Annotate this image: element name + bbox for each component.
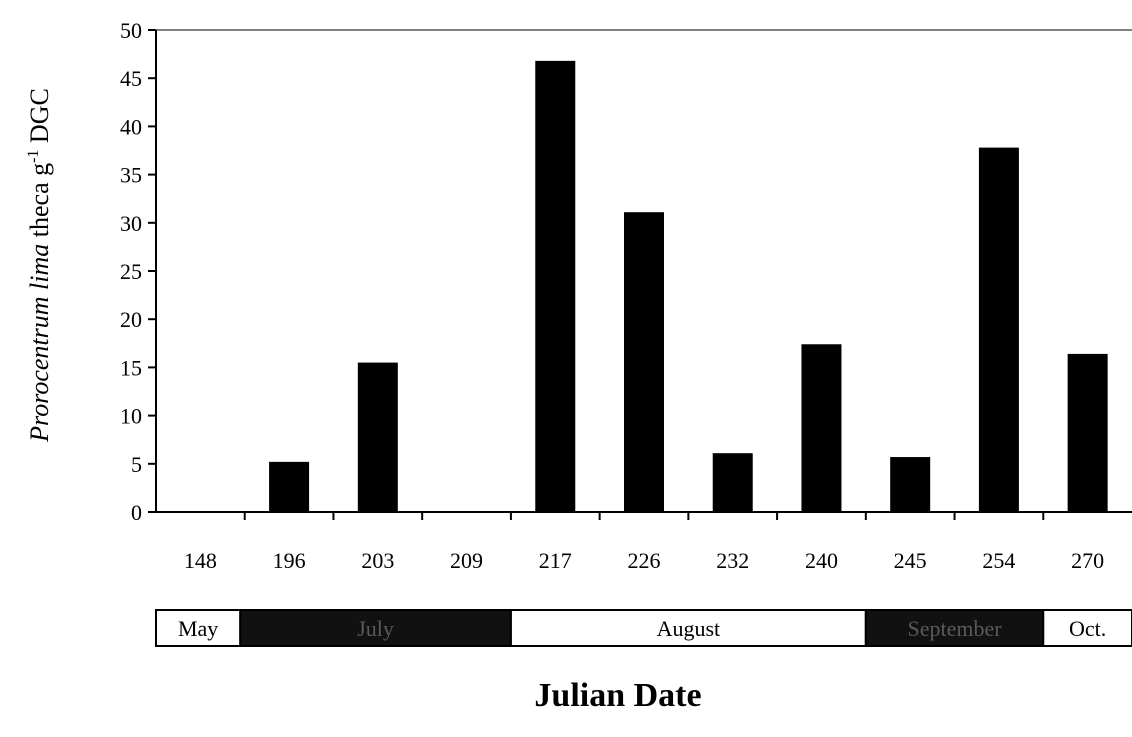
y-tick-label: 15 <box>120 355 142 380</box>
y-tick-label: 5 <box>131 452 142 477</box>
bar-196 <box>269 461 310 512</box>
bar-245 <box>890 457 931 512</box>
x-tick-label: 245 <box>894 548 927 573</box>
axes <box>148 29 1132 520</box>
bar-226 <box>624 212 664 513</box>
y-tick-label: 30 <box>120 211 142 236</box>
month-strip: May July August September Oct. <box>155 609 1132 647</box>
bars <box>269 60 1108 513</box>
y-tick-label: 40 <box>120 114 142 139</box>
x-tick-label: 203 <box>361 548 394 573</box>
y-axis-label: Prorocentrum lima theca g-1 DGC <box>25 88 54 443</box>
y-tick-labels: 0 5 10 15 20 25 30 35 40 45 50 <box>120 18 142 525</box>
y-tick-label: 45 <box>120 66 142 91</box>
month-label-4: Oct. <box>1069 616 1106 641</box>
month-label-2: August <box>657 616 721 641</box>
bar-203 <box>357 362 398 512</box>
y-axis-label-unit: theca g <box>25 163 54 244</box>
month-box-1 <box>239 609 512 647</box>
bar-217 <box>535 60 576 513</box>
x-axis-title: Julian Date <box>534 677 701 714</box>
x-tick-label: 148 <box>184 548 217 573</box>
y-axis-label-italic: Prorocentrum lima <box>25 244 54 443</box>
x-tick-labels: 148 196 203 209 217 226 232 240 245 254 270 <box>184 548 1104 573</box>
y-tick-label: 50 <box>120 18 142 43</box>
bar-270 <box>1067 353 1108 512</box>
x-tick-label: 240 <box>805 548 838 573</box>
month-box-3 <box>864 609 1045 647</box>
x-tick-label: 196 <box>273 548 306 573</box>
y-tick-label: 35 <box>120 163 142 188</box>
month-label-0: May <box>178 616 218 641</box>
bar-232 <box>712 453 753 512</box>
y-tick-label: 20 <box>120 307 142 332</box>
x-tick-label: 232 <box>716 548 749 573</box>
month-label-3: September <box>907 616 1002 641</box>
y-tick-label: 25 <box>120 259 142 284</box>
x-tick-label: 226 <box>628 548 661 573</box>
x-tick-label: 217 <box>539 548 572 573</box>
x-tick-label: 254 <box>982 548 1015 573</box>
y-axis-label-superscript: -1 <box>25 150 42 163</box>
y-tick-label: 0 <box>131 500 142 525</box>
y-tick-label: 10 <box>120 404 142 429</box>
bar-254 <box>978 147 1019 512</box>
month-box-0 <box>155 609 242 647</box>
x-tick-label: 209 <box>450 548 483 573</box>
bar-240 <box>801 344 842 512</box>
x-tick-label: 270 <box>1071 548 1104 573</box>
month-label-1: July <box>357 616 394 641</box>
y-axis-label-tail: DGC <box>25 88 54 149</box>
month-box-2 <box>509 609 867 647</box>
